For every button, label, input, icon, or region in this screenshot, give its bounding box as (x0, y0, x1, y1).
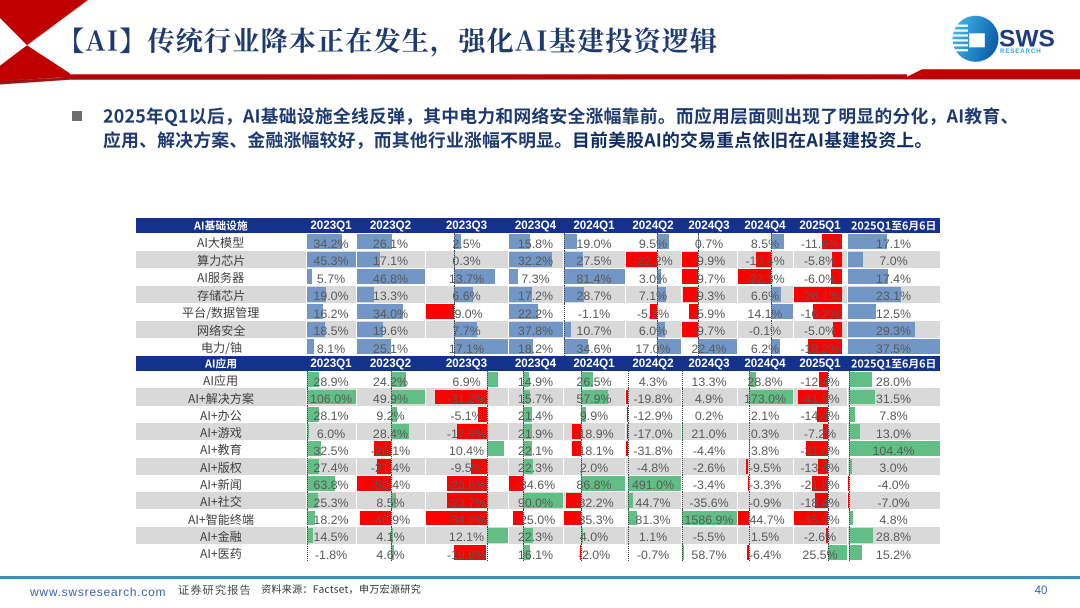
svg-text:SWS: SWS (999, 26, 1055, 53)
svg-text:RESEARCH: RESEARCH (1000, 48, 1042, 55)
